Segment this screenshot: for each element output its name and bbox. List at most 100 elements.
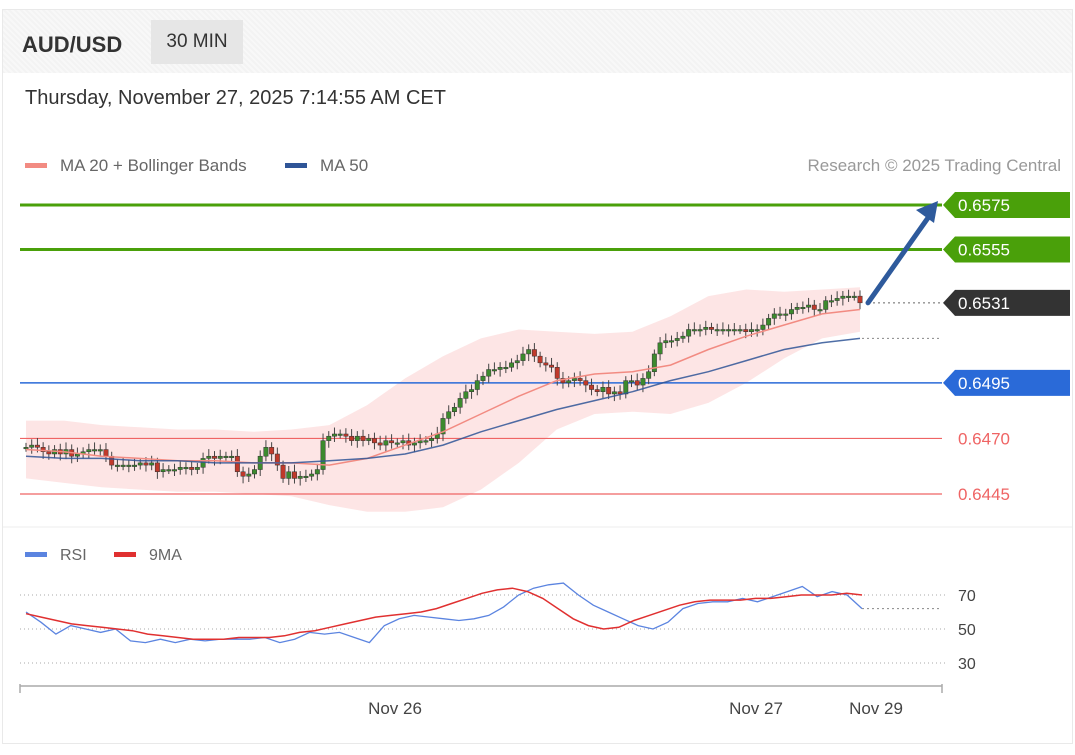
timeframe-badge[interactable]: 30 MIN	[151, 20, 243, 64]
x-tick-label: Nov 29	[849, 699, 903, 718]
candle-body	[606, 387, 612, 395]
candle-body	[629, 380, 634, 383]
candle-body	[377, 442, 383, 446]
candle-body	[423, 440, 429, 443]
candle-body	[154, 462, 160, 473]
candle-body	[234, 455, 240, 473]
candle-body	[537, 355, 543, 364]
candle-body	[503, 367, 509, 370]
bollinger-band	[26, 287, 860, 512]
candle-body	[269, 447, 275, 455]
candle-body	[754, 329, 760, 332]
ma50-line	[25, 337, 861, 464]
candle-body	[217, 455, 223, 459]
rsi-tick-label: 70	[958, 588, 976, 605]
candle-body	[372, 438, 377, 444]
candle-body	[469, 389, 475, 392]
candle-body	[474, 380, 480, 390]
candle-body	[663, 340, 669, 344]
candle-body	[326, 435, 332, 441]
candle-body	[223, 455, 229, 458]
rsi-legend-label: RSI	[60, 547, 87, 564]
candle-body	[280, 464, 286, 479]
candle-body	[320, 440, 326, 470]
candle-body	[86, 449, 92, 453]
rsi-tick-label: 50	[958, 622, 976, 639]
candle-body	[680, 335, 686, 339]
candle-body	[828, 300, 834, 303]
candle-body	[229, 455, 235, 458]
candle-body	[674, 338, 680, 341]
candle-body	[411, 442, 417, 446]
timestamp: Thursday, November 27, 2025 7:14:55 AM C…	[25, 87, 446, 109]
candle-body	[97, 449, 103, 452]
candle-body	[274, 453, 280, 466]
ma50-legend-label: MA 50	[320, 156, 369, 175]
candle-body	[183, 467, 189, 470]
candle-body	[777, 313, 783, 316]
candle-body	[332, 433, 337, 437]
ma20-line	[25, 308, 861, 466]
candle-body	[486, 369, 492, 377]
candle-body	[451, 407, 457, 412]
candle-body	[337, 433, 343, 436]
rsi-ma-line	[25, 587, 863, 640]
candle-body	[834, 298, 840, 301]
candle-body	[194, 467, 200, 470]
candle-body	[657, 342, 663, 355]
candle-body	[623, 380, 629, 395]
candle-body	[526, 349, 532, 355]
candle-body	[303, 475, 309, 478]
candle-body	[263, 447, 269, 457]
candle-body	[851, 295, 857, 298]
resistance-price-tag	[943, 236, 1070, 263]
candle-body	[40, 447, 46, 453]
candle-body	[771, 313, 777, 319]
candle-body	[857, 295, 863, 304]
candle-body	[840, 295, 846, 299]
currency-pair-title: AUD/USD	[22, 32, 123, 57]
candle-body	[703, 327, 709, 330]
rsi-tick-label: 30	[958, 656, 976, 673]
candle-body	[394, 442, 400, 445]
candle-body	[543, 362, 549, 366]
candle-body	[509, 362, 514, 368]
candle-body	[634, 380, 640, 386]
ma50-legend-swatch	[285, 163, 307, 168]
candle-body	[554, 367, 560, 379]
candle-body	[189, 467, 195, 470]
candle-body	[600, 387, 606, 392]
rsi-ma-legend-label: 9MA	[149, 547, 182, 564]
current-price-tag	[943, 289, 1070, 316]
candle-body	[177, 467, 183, 470]
candle-body	[132, 464, 137, 467]
candle-body	[349, 435, 355, 441]
candle-body	[709, 327, 714, 330]
candle-body	[92, 449, 97, 452]
rsi-ma-legend-swatch	[114, 552, 136, 557]
candle-body	[760, 324, 766, 330]
forecast-arrow-head	[916, 201, 938, 223]
candle-body	[817, 309, 823, 312]
candle-body	[292, 471, 297, 479]
candle-body	[240, 471, 246, 477]
candle-body	[594, 389, 600, 392]
candle-body	[691, 329, 697, 332]
resistance-price-tag-label: 0.6575	[958, 196, 1010, 215]
candle-body	[697, 329, 703, 332]
candle-body	[789, 309, 794, 315]
candle-body	[400, 440, 406, 444]
candle-body	[720, 329, 726, 332]
x-tick-label: Nov 26	[368, 699, 422, 718]
candle-body	[286, 471, 292, 479]
candle-body	[823, 300, 829, 310]
candle-body	[417, 440, 423, 444]
candle-body	[120, 464, 126, 467]
support-level-label: 0.6470	[958, 429, 1010, 448]
rsi-line	[25, 582, 863, 644]
candle-body	[651, 353, 657, 372]
current-price-tag-label: 0.6531	[958, 294, 1010, 313]
candle-body	[366, 438, 372, 441]
candle-body	[126, 464, 132, 467]
